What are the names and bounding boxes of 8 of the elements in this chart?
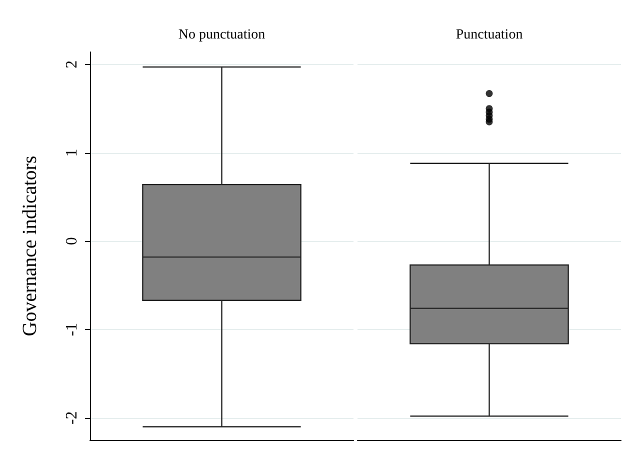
- x-tick-label: No punctuation: [178, 28, 266, 42]
- y-tick-label: 2: [64, 60, 80, 68]
- x-tick-label: Punctuation: [456, 28, 523, 42]
- y-tick-label: -1: [64, 322, 80, 336]
- y-tick-label: 1: [64, 148, 80, 157]
- y-tick-label: -2: [64, 411, 80, 425]
- y-tick-label: 0: [64, 237, 80, 246]
- y-axis-title: Governance indicators: [19, 156, 41, 336]
